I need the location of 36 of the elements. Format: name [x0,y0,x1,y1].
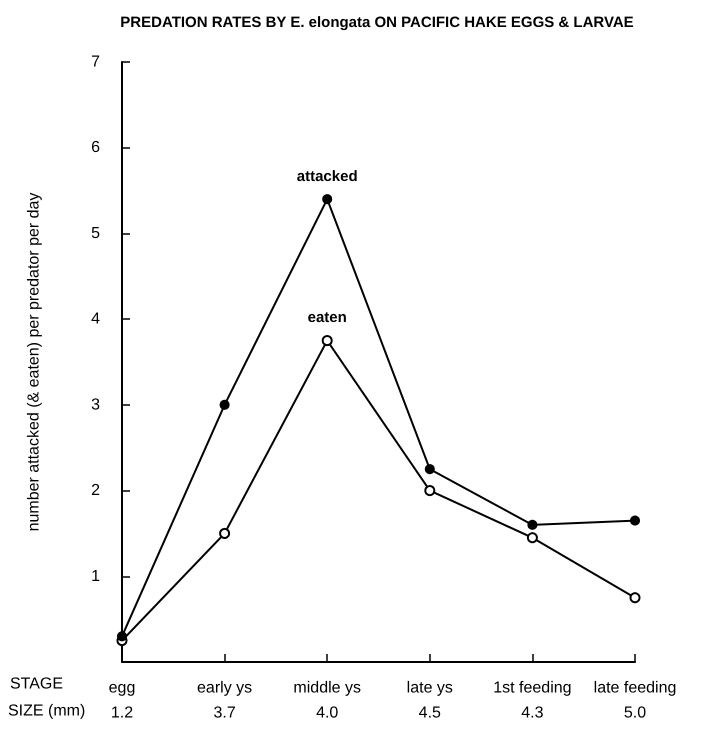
series-label: eaten [308,309,347,326]
text: 4.5 [418,704,442,722]
point [424,464,435,474]
point [219,528,230,539]
y-tick-label: 2 [91,482,100,500]
x-tick-label: egg [108,680,136,696]
text: 3.7 [213,704,236,722]
x-tick-label: 1st feeding [493,680,572,696]
text: 4.3 [521,704,544,722]
x-tick-label: early ys [197,680,252,696]
y-tick-label: 6 [91,139,100,156]
point [220,400,230,410]
x-tick-label: late feeding [594,680,676,696]
text: STAGE [10,676,64,692]
point [117,631,127,642]
text: 5.0 [624,704,646,722]
text: 4.0 [316,704,338,722]
y-tick-label: 4 [91,310,100,328]
y-tick-label: 5 [91,224,100,242]
point [322,194,332,204]
chart-title: PREDATION RATES BY E. elongata ON PACIFIC HAKE EGGS & LARVAE [120,14,634,31]
text: SIZE (mm) [8,702,86,720]
y-tick-label: 3 [91,396,100,414]
series-label: attacked [296,168,358,186]
y-axis-title: number attacked (& eaten) per predator per day [26,192,42,532]
point [527,520,538,530]
text: 1.2 [110,704,134,722]
y-tick-label: 7 [91,54,100,70]
x-tick-label: middle ys [293,680,361,696]
point [630,592,640,604]
point [424,485,436,496]
point [630,516,640,526]
y-tick-label: 1 [91,568,100,585]
point [526,532,538,544]
point [322,335,333,346]
x-tick-label: late ys [406,680,453,696]
